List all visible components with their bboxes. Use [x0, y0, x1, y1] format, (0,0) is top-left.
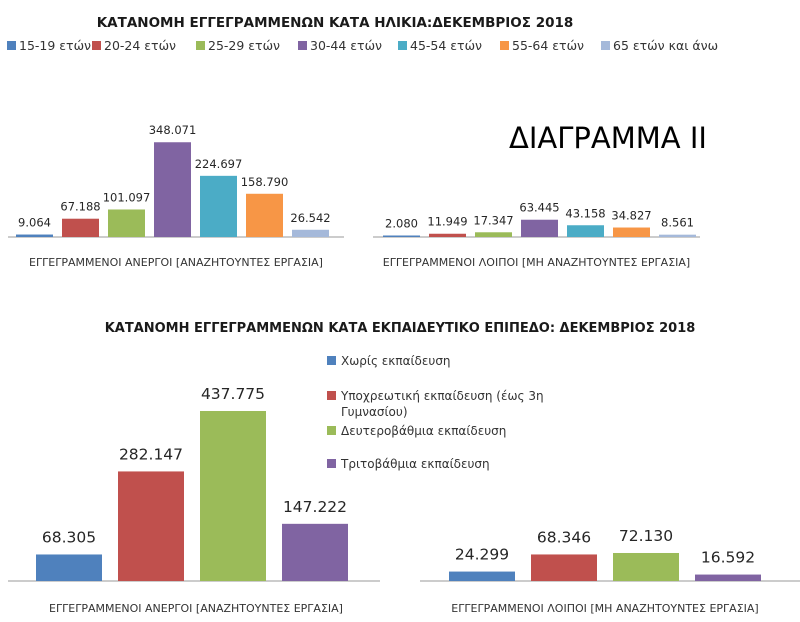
legend-item: Δευτεροβάθμια εκπαίδευση — [327, 424, 506, 438]
legend-label: 25-29 ετών — [208, 38, 280, 53]
data-label: 101.097 — [103, 190, 151, 204]
age-distribution-chart: ΚΑΤΑΝΟΜΗ ΕΓΓΕΓΡΑΜΜΕΝΩΝ ΚΑΤΑ ΗΛΙΚΙΑ:ΔΕΚΕΜ… — [7, 15, 718, 269]
legend-label: Γυμνασίου) — [341, 405, 408, 419]
category-label: ΕΓΓΕΓΡΑΜΜΕΝΟΙ ΑΝΕΡΓΟΙ [ΑΝΑΖΗΤΟΥΝΤΕΣ ΕΡΓΑ… — [29, 256, 323, 269]
data-label: 348.071 — [149, 123, 197, 137]
legend-label: Χωρίς εκπαίδευση — [341, 354, 451, 368]
bar — [383, 235, 420, 237]
legend-swatch — [601, 41, 610, 50]
bar — [200, 411, 266, 581]
data-label: 158.790 — [241, 175, 289, 189]
data-label: 16.592 — [701, 549, 755, 567]
chart-title: ΚΑΤΑΝΟΜΗ ΕΓΓΕΓΡΑΜΜΕΝΩΝ ΚΑΤΑ ΕΚΠΑΙΔΕΥΤΙΚΟ… — [105, 321, 696, 336]
data-label: 43.158 — [565, 206, 605, 220]
bar — [567, 225, 604, 237]
legend-item: 65 ετών και άνω — [601, 38, 718, 53]
data-label: 68.346 — [537, 528, 591, 546]
legend-swatch — [398, 41, 407, 50]
legend-swatch — [500, 41, 509, 50]
data-label: 282.147 — [119, 445, 183, 463]
data-label: 24.299 — [455, 546, 509, 564]
legend-item: 45-54 ετών — [398, 38, 482, 53]
legend-swatch — [327, 391, 336, 400]
bar — [292, 229, 329, 237]
legend-swatch — [7, 41, 16, 50]
bar — [695, 574, 761, 581]
category-label: ΕΓΓΕΓΡΑΜΜΕΝΟΙ ΛΟΙΠΟΙ [ΜΗ ΑΝΑΖΗΤΟΥΝΤΕΣ ΕΡ… — [383, 256, 690, 269]
bar — [118, 471, 184, 581]
legend-item: Υποχρεωτική εκπαίδευση (έως 3η Γυμνασίου) — [327, 389, 544, 419]
bar — [613, 227, 650, 237]
category-label: ΕΓΓΕΓΡΑΜΜΕΝΟΙ ΛΟΙΠΟΙ [ΜΗ ΑΝΑΖΗΤΟΥΝΤΕΣ ΕΡ… — [451, 602, 758, 615]
legend-swatch — [327, 356, 336, 365]
legend-item: 15-19 ετών — [7, 38, 91, 53]
data-label: 72.130 — [619, 527, 673, 545]
legend-label: Τριτοβάθμια εκπαίδευση — [340, 457, 490, 471]
bar — [62, 218, 99, 237]
data-label: 68.305 — [42, 528, 96, 546]
data-label: 34.827 — [611, 209, 651, 223]
bar — [246, 193, 283, 237]
category-label: ΕΓΓΕΓΡΑΜΜΕΝΟΙ ΑΝΕΡΓΟΙ [ΑΝΑΖΗΤΟΥΝΤΕΣ ΕΡΓΑ… — [49, 602, 343, 615]
legend-swatch — [196, 41, 205, 50]
bar — [36, 554, 102, 581]
data-label: 147.222 — [283, 498, 347, 516]
bar — [154, 142, 191, 237]
legend-label: 65 ετών και άνω — [613, 38, 718, 53]
data-label: 17.347 — [473, 213, 513, 227]
data-label: 67.188 — [60, 200, 100, 214]
bar — [429, 233, 466, 237]
legend-swatch — [92, 41, 101, 50]
legend-label: 55-64 ετών — [512, 38, 584, 53]
diagram-label: ΔΙΑΓΡΑΜΜΑ ΙΙ — [509, 121, 707, 155]
legend-item: 30-44 ετών — [298, 38, 382, 53]
bar — [282, 523, 348, 581]
bar — [475, 232, 512, 237]
legend-item: Χωρίς εκπαίδευση — [327, 354, 451, 368]
chart-title: ΚΑΤΑΝΟΜΗ ΕΓΓΕΓΡΑΜΜΕΝΩΝ ΚΑΤΑ ΗΛΙΚΙΑ:ΔΕΚΕΜ… — [97, 15, 574, 31]
bar — [16, 234, 53, 237]
legend-label: 45-54 ετών — [410, 38, 482, 53]
education-distribution-chart: ΚΑΤΑΝΟΜΗ ΕΓΓΕΓΡΑΜΜΕΝΩΝ ΚΑΤΑ ΕΚΠΑΙΔΕΥΤΙΚΟ… — [8, 321, 800, 615]
bar — [521, 219, 558, 237]
legend-swatch — [327, 459, 336, 468]
data-label: 8.561 — [661, 216, 694, 230]
legend-label: 30-44 ετών — [310, 38, 382, 53]
legend-label: Υποχρεωτική εκπαίδευση (έως 3η — [340, 389, 544, 403]
bar — [613, 552, 679, 581]
legend-item: Τριτοβάθμια εκπαίδευση — [327, 457, 490, 471]
data-label: 11.949 — [427, 215, 467, 229]
legend-swatch — [327, 426, 336, 435]
bar — [449, 571, 515, 581]
data-label: 2.080 — [385, 217, 418, 231]
legend-label: Δευτεροβάθμια εκπαίδευση — [341, 424, 506, 438]
bar — [108, 209, 145, 237]
data-label: 224.697 — [195, 157, 243, 171]
legend-item: 25-29 ετών — [196, 38, 280, 53]
legend-label: 20-24 ετών — [104, 38, 176, 53]
legend-item: 20-24 ετών — [92, 38, 176, 53]
data-label: 9.064 — [18, 216, 51, 230]
legend-label: 15-19 ετών — [19, 38, 91, 53]
bar — [531, 554, 597, 581]
bar — [659, 234, 696, 237]
legend-item: 55-64 ετών — [500, 38, 584, 53]
bar — [200, 175, 237, 237]
data-label: 26.542 — [290, 211, 330, 225]
legend-swatch — [298, 41, 307, 50]
data-label: 63.445 — [519, 201, 559, 215]
data-label: 437.775 — [201, 385, 265, 403]
